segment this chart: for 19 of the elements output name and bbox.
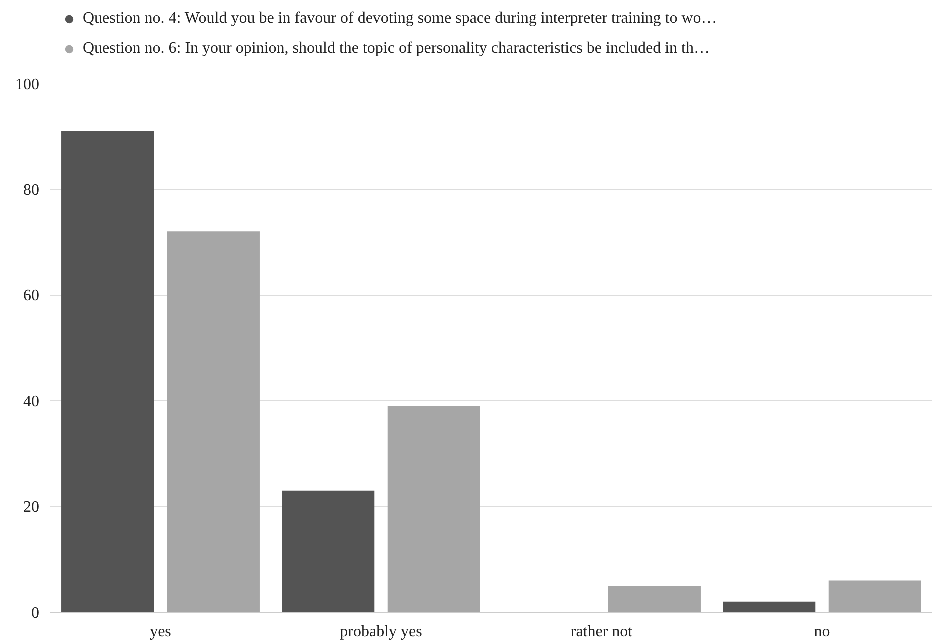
y-tick-label: 80 — [24, 182, 40, 199]
y-tick-label: 20 — [24, 499, 40, 516]
bar — [828, 580, 922, 612]
y-tick-label: 100 — [16, 76, 40, 94]
x-tick-label: rather not — [570, 624, 634, 640]
bar — [723, 602, 816, 612]
x-tick-label: no — [814, 624, 830, 640]
y-tick-label: 40 — [24, 393, 40, 410]
bar — [167, 232, 260, 612]
bar — [608, 586, 701, 612]
y-tick-label: 60 — [24, 288, 40, 305]
bar — [62, 131, 154, 612]
y-tick-label: 0 — [32, 605, 40, 622]
legend-label: Question no. 4: Would you be in favour of devoting some space during interpreter training to wo… — [83, 10, 718, 28]
legend-label: Question no. 6: In your opinion, should the topic of personality characteristics be included in th… — [83, 40, 710, 58]
bar — [282, 490, 375, 612]
bar — [388, 406, 480, 612]
x-tick-label: probably yes — [340, 624, 422, 640]
x-tick-label: yes — [150, 624, 172, 640]
